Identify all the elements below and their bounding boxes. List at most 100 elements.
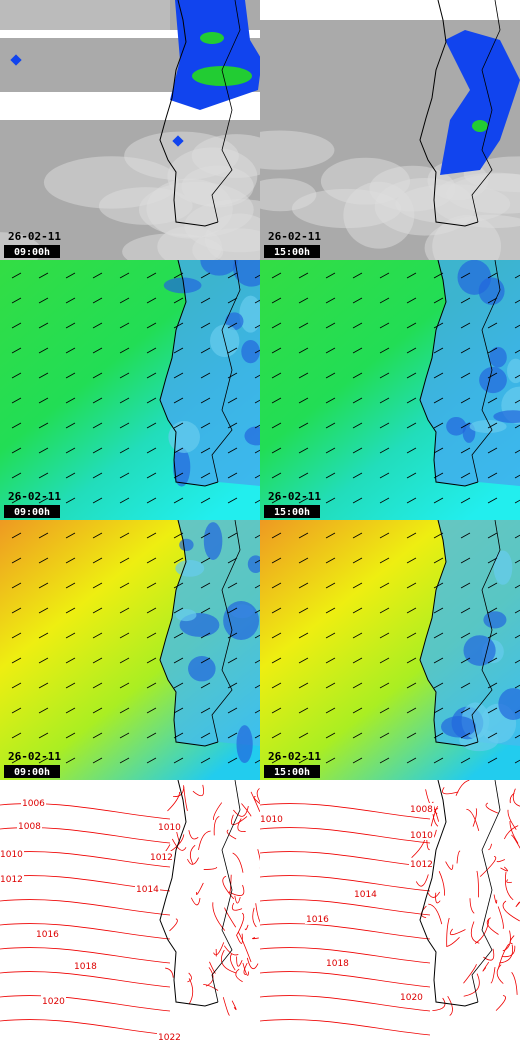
- wind-arrow: [200, 422, 211, 429]
- field-patch: [446, 416, 467, 436]
- precip: [440, 30, 520, 175]
- wind-arrow: [92, 707, 103, 714]
- wind-arrow: [298, 557, 309, 564]
- wind-arrow: [460, 757, 471, 764]
- map-panel: 1006 1008 1010 1012 1014 1016 1018 1020 1022 1010…: [0, 780, 260, 1040]
- wind-arrow: [38, 322, 49, 329]
- wind-arrow: [433, 757, 444, 764]
- wind-arrow: [379, 397, 390, 404]
- isobar-label-bg: [353, 888, 378, 899]
- wind-arrow: [65, 272, 76, 279]
- isobar-label-bg: [157, 1031, 182, 1040]
- wind-arrow: [173, 607, 184, 614]
- wind-arrow: [146, 607, 157, 614]
- wind-arrow: [11, 447, 22, 454]
- wind-arrow: [119, 732, 130, 739]
- wind-arrow: [271, 557, 282, 564]
- field-patch: [168, 420, 200, 453]
- wind-arrow: [65, 397, 76, 404]
- wind-arrow: [227, 422, 238, 429]
- wind-arrow: [271, 272, 282, 279]
- time-label: 15:00h: [274, 507, 310, 518]
- isobar-land: [213, 942, 225, 956]
- wind-arrow: [146, 757, 157, 764]
- wind-arrow: [352, 297, 363, 304]
- wind-arrow: [200, 757, 211, 764]
- wind-arrow: [146, 497, 157, 504]
- wind-arrow: [298, 447, 309, 454]
- wind-arrow: [433, 607, 444, 614]
- border: [471, 520, 501, 743]
- wind-arrow: [119, 447, 130, 454]
- precip-high: [472, 120, 488, 132]
- isobar-label-bg: [135, 883, 160, 894]
- wind-arrow: [38, 557, 49, 564]
- wind-arrow: [11, 682, 22, 689]
- wind-arrow: [406, 707, 417, 714]
- wind-arrow: [254, 659, 260, 664]
- wind-arrow: [325, 322, 336, 329]
- wind-arrow: [65, 632, 76, 639]
- wind-arrow: [406, 582, 417, 589]
- isobar-label-bg: [73, 960, 98, 971]
- isobar: [260, 827, 431, 844]
- no-data-band: [260, 0, 520, 20]
- field-patch: [175, 609, 197, 622]
- isobar-land: [466, 808, 480, 831]
- wind-arrow: [487, 372, 498, 379]
- wind-arrow: [65, 497, 76, 504]
- wind-arrow: [38, 472, 49, 479]
- isobar-label: 1012: [150, 853, 173, 863]
- isobar-label-bg: [157, 821, 182, 832]
- wind-arrow: [38, 707, 49, 714]
- isobar-land: [495, 995, 506, 1011]
- precip: [170, 0, 260, 110]
- isobar-land: [231, 902, 243, 911]
- wind-arrow: [460, 557, 471, 564]
- wind-arrow: [271, 582, 282, 589]
- coastline: [419, 260, 479, 487]
- wind-arrow: [119, 657, 130, 664]
- isobar-label: 1008: [18, 822, 41, 832]
- isobar-label: 1014: [354, 890, 377, 900]
- isobar-land: [493, 894, 498, 904]
- wind-arrow: [119, 472, 130, 479]
- wind-arrow: [271, 732, 282, 739]
- wind-arrow: [173, 322, 184, 329]
- wind-arrow: [227, 497, 238, 504]
- wind-arrow: [11, 422, 22, 429]
- wind-arrow: [92, 582, 103, 589]
- isobar: [260, 899, 431, 916]
- wind-arrow: [11, 397, 22, 404]
- wind-arrow: [200, 657, 211, 664]
- coastline: [419, 0, 479, 227]
- wind-arrow: [487, 272, 498, 279]
- wind-arrow: [92, 532, 103, 539]
- wind-arrow: [325, 582, 336, 589]
- field-patch: [241, 339, 260, 364]
- wind-arrow: [271, 657, 282, 664]
- coastline: [419, 780, 479, 1007]
- isobar-land: [256, 788, 260, 803]
- wind-arrow: [38, 657, 49, 664]
- wind-arrow: [173, 582, 184, 589]
- wind-arrow: [406, 422, 417, 429]
- wind-arrow: [11, 472, 22, 479]
- wind-arrow: [298, 757, 309, 764]
- precip-high: [200, 32, 224, 44]
- wind-arrow: [271, 607, 282, 614]
- isobar-label: 1010: [158, 823, 181, 833]
- wind-arrow: [65, 732, 76, 739]
- cloud: [424, 214, 520, 260]
- isobar-label-bg: [409, 858, 434, 869]
- isobar-land: [243, 962, 248, 976]
- wind-arrow: [254, 399, 260, 404]
- isobar-land: [196, 882, 204, 895]
- isobar-land: [497, 943, 510, 970]
- isobar-land: [213, 802, 223, 821]
- wind-arrow: [254, 424, 260, 429]
- wind-arrow: [298, 347, 309, 354]
- wind-arrow: [173, 682, 184, 689]
- isobar-land: [485, 802, 499, 814]
- wind-arrow: [200, 472, 211, 479]
